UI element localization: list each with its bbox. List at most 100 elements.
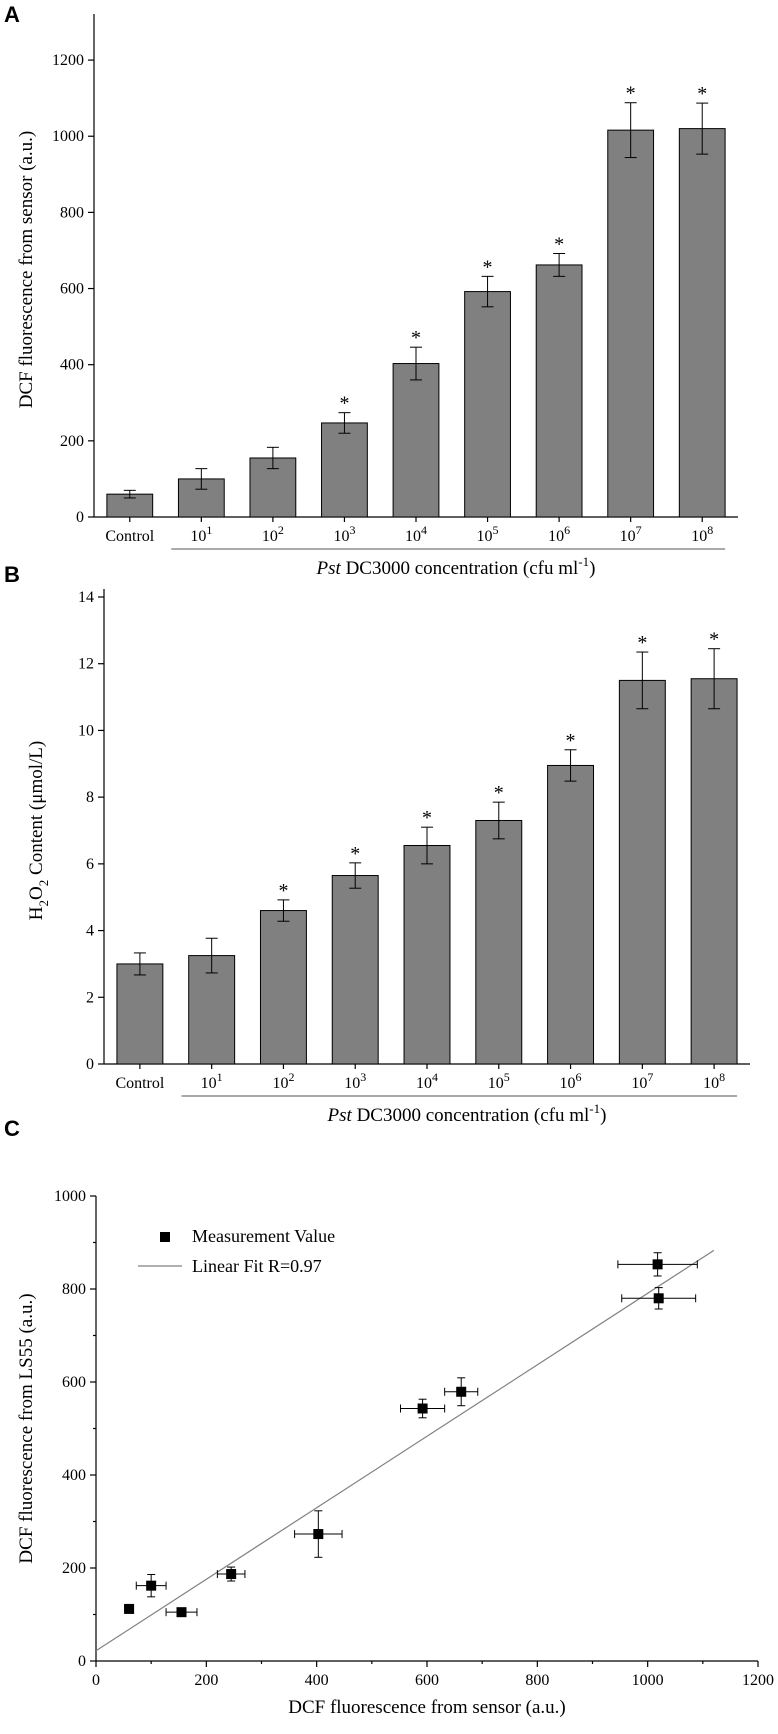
bar [690, 678, 738, 1065]
x-axis-title-italic: Pst [316, 558, 342, 579]
x-tick-label: Control [105, 528, 154, 545]
x-tick-label: 600 [415, 1672, 439, 1689]
significance-star: * [422, 807, 432, 829]
x-axis-title-text: DC3000 concentration (cfu ml [352, 1105, 589, 1126]
x-tick-label-exponent: 1 [217, 1070, 223, 1084]
x-tick-label-exponent: 8 [719, 1070, 725, 1084]
x-tick-label-base: 10 [488, 1075, 504, 1092]
bar [607, 129, 655, 518]
y-tick-label: 600 [62, 1374, 86, 1391]
x-tick-label-exponent: 4 [421, 523, 427, 537]
x-tick-label-base: 10 [416, 1075, 432, 1092]
x-tick-label-exponent: 5 [504, 1070, 510, 1084]
bar [475, 819, 523, 1065]
x-tick-label-exponent: 6 [564, 523, 570, 537]
bar [618, 679, 666, 1065]
significance-star: * [278, 880, 288, 902]
x-tick-label-base: 10 [272, 1075, 288, 1092]
x-tick-label: 103 [333, 523, 355, 545]
x-tick-label: 105 [477, 523, 499, 545]
data-point [146, 1580, 157, 1591]
y-axis-title: DCF fluorescence from sensor (a.u.) [16, 131, 37, 409]
x-tick-label: 101 [190, 523, 212, 545]
x-tick-label: 101 [201, 1070, 223, 1092]
y-axis-title-subscript: 2 [36, 880, 51, 887]
legend-marker-square [160, 1232, 170, 1242]
bar [188, 955, 236, 1065]
bar [547, 764, 595, 1065]
y-tick-label: 2 [86, 989, 94, 1006]
linear-fit-line [95, 1249, 715, 1652]
x-tick-label-exponent: 3 [360, 1070, 366, 1084]
x-tick-label-exponent: 2 [288, 1070, 294, 1084]
data-point [313, 1529, 324, 1540]
y-tick-label: 0 [78, 1653, 86, 1670]
significance-star: * [411, 327, 421, 349]
x-tick-label-exponent: 7 [636, 523, 642, 537]
bar [259, 910, 307, 1065]
data-point [456, 1386, 467, 1397]
x-axis-title: DCF fluorescence from sensor (a.u.) [288, 1697, 566, 1718]
y-axis-title-text: Content (μmol/L) [26, 741, 47, 880]
panel-c: C 0 200 400 600 800 1000 1200 0 200 400 600 800 1000… [4, 1116, 774, 1718]
x-tick-label: 108 [691, 523, 713, 545]
x-tick-label-base: 10 [548, 528, 564, 545]
x-axis-title-italic: Pst [327, 1105, 353, 1126]
x-tick-label-base: 10 [333, 528, 349, 545]
data-point [226, 1569, 237, 1580]
y-axis-title: DCF fluorescence from LS55 (a.u.) [16, 1293, 37, 1563]
x-tick-label-base: 10 [620, 528, 636, 545]
x-axis-title-text: DC3000 concentration (cfu ml [341, 558, 578, 579]
x-axis-title: Pst DC3000 concentration (cfu ml-1) [316, 554, 596, 579]
y-tick-label: 1000 [52, 128, 84, 145]
y-tick-label: 200 [60, 433, 84, 450]
x-tick-label-base: 10 [691, 528, 707, 545]
x-tick-label: 102 [262, 523, 284, 545]
x-tick-label-base: 10 [262, 528, 278, 545]
x-axis-title: Pst DC3000 concentration (cfu ml-1) [327, 1101, 607, 1126]
bar [535, 264, 583, 518]
data-point [176, 1607, 187, 1618]
data-point [124, 1603, 135, 1614]
bar [331, 875, 379, 1065]
significance-star: * [494, 782, 504, 804]
y-tick-label: 200 [62, 1560, 86, 1577]
significance-star: * [637, 632, 647, 654]
x-tick-label: 105 [488, 1070, 510, 1092]
x-tick-label: 200 [194, 1672, 218, 1689]
y-tick-label: 400 [62, 1467, 86, 1484]
significance-star: * [709, 629, 719, 651]
y-axis-title: H2O2 Content (μmol/L) [26, 741, 51, 920]
x-tick-label-base: 10 [190, 528, 206, 545]
y-tick-label: 8 [86, 789, 94, 806]
data-point [652, 1259, 663, 1270]
x-tick-label: 104 [416, 1070, 438, 1092]
x-axis-title-superscript: -1 [578, 554, 589, 569]
x-tick-label: 108 [703, 1070, 725, 1092]
y-tick-label: 400 [60, 357, 84, 374]
panel-c-letter: C [4, 1116, 20, 1141]
x-tick-label-exponent: 1 [206, 523, 212, 537]
bar [392, 363, 440, 518]
panel-a-letter: A [4, 2, 20, 27]
x-tick-label-base: 10 [703, 1075, 719, 1092]
y-axis-title-text: O [26, 886, 47, 900]
y-tick-label: 10 [78, 722, 94, 739]
bar [321, 422, 368, 518]
x-tick-label-exponent: 4 [432, 1070, 438, 1084]
bar [464, 291, 511, 518]
x-axis-title-close: ) [600, 1105, 606, 1126]
y-tick-label: 800 [62, 1281, 86, 1298]
x-tick-label: 106 [548, 523, 570, 545]
y-tick-label: 4 [86, 923, 94, 940]
bar [403, 845, 451, 1065]
x-tick-label-base: 10 [201, 1075, 217, 1092]
significance-star: * [339, 393, 349, 415]
significance-star: * [566, 730, 576, 752]
y-tick-label: 6 [86, 856, 94, 873]
x-tick-label: 103 [344, 1070, 366, 1092]
y-tick-label: 12 [78, 656, 94, 673]
x-tick-label-base: 10 [477, 528, 493, 545]
